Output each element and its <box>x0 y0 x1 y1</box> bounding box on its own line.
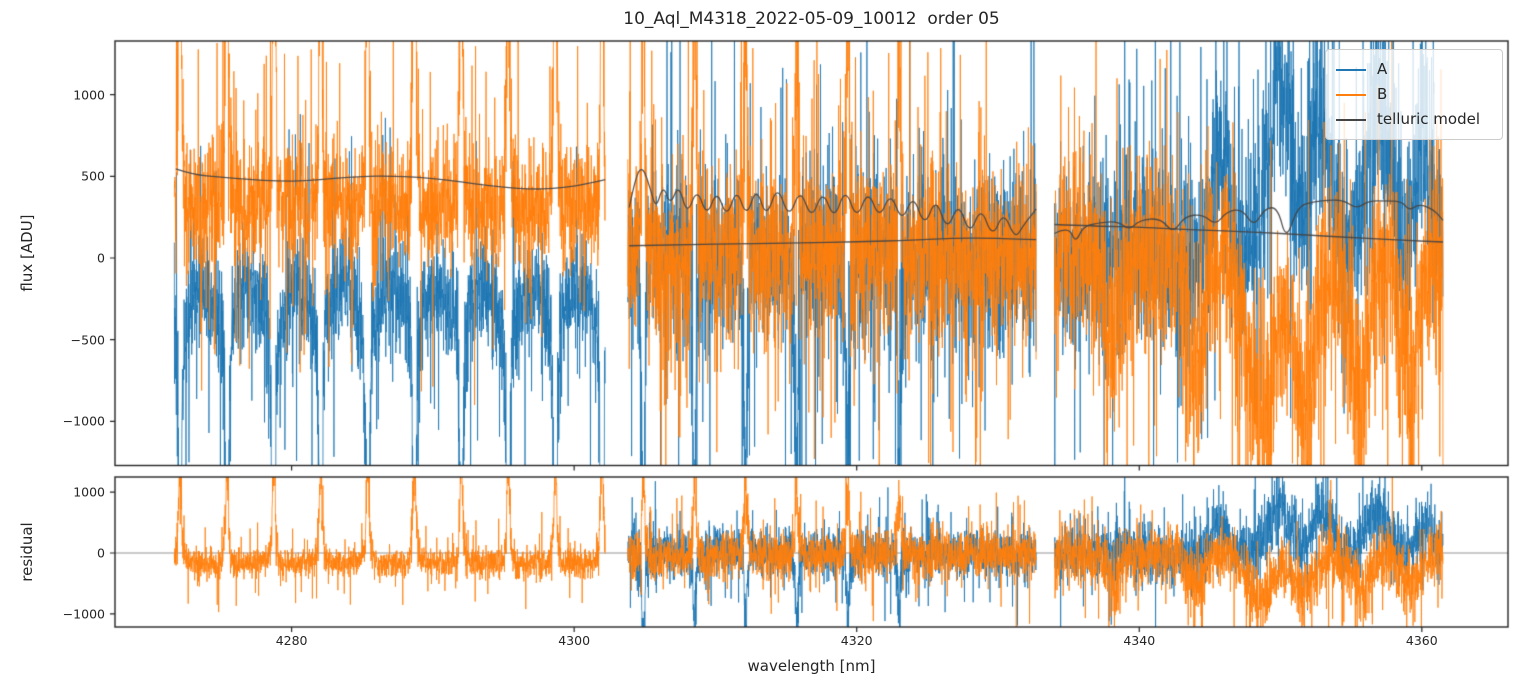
figure: 10_Aql_M4318_2022-05-09_10012 order 05 f… <box>0 0 1523 696</box>
plot-canvas <box>0 0 1523 696</box>
